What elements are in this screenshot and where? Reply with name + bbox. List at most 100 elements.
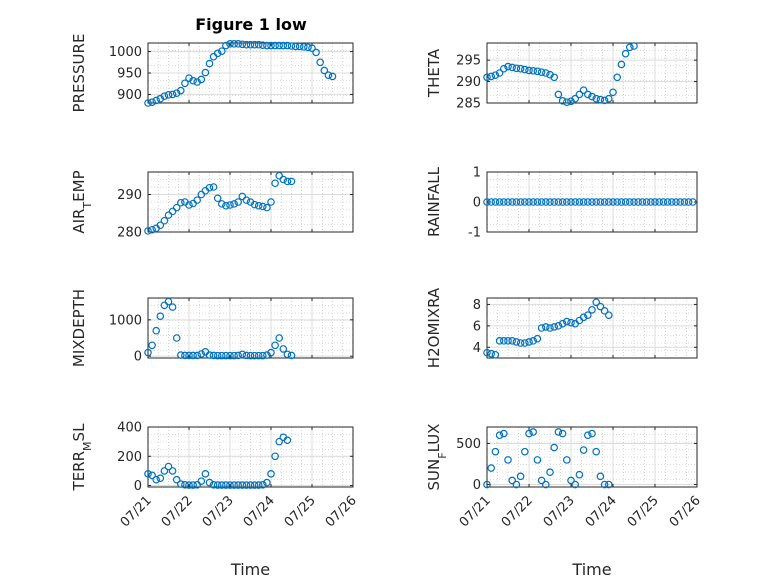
data-point bbox=[508, 337, 517, 345]
data-point bbox=[283, 436, 292, 444]
data-point bbox=[588, 198, 596, 206]
data-point bbox=[275, 41, 284, 50]
data-point bbox=[529, 428, 538, 436]
data-point bbox=[201, 470, 210, 478]
data-point bbox=[583, 431, 592, 440]
data-point bbox=[537, 476, 546, 485]
data-point bbox=[617, 198, 626, 206]
data-point bbox=[209, 481, 218, 489]
data-point bbox=[495, 431, 504, 440]
data-point bbox=[234, 481, 243, 489]
data-point bbox=[592, 198, 601, 206]
data-point bbox=[651, 198, 659, 206]
data-point bbox=[659, 198, 668, 206]
data-point bbox=[487, 349, 496, 358]
data-point bbox=[600, 480, 609, 489]
data-point bbox=[185, 201, 193, 209]
data-point bbox=[579, 446, 588, 454]
data-point bbox=[226, 40, 234, 48]
data-point bbox=[234, 351, 243, 360]
data-point bbox=[642, 198, 651, 206]
data-point bbox=[516, 339, 525, 347]
data-point bbox=[525, 429, 533, 438]
data-point bbox=[499, 64, 508, 73]
y-tick-label: 295 bbox=[456, 54, 481, 69]
data-point bbox=[320, 66, 329, 75]
data-point bbox=[193, 196, 202, 204]
data-point bbox=[177, 86, 185, 95]
data-point bbox=[558, 319, 567, 328]
data-point bbox=[579, 86, 588, 94]
data-point bbox=[287, 177, 296, 186]
data-point bbox=[562, 456, 571, 464]
y-tick-label: 285 bbox=[456, 97, 481, 112]
data-point bbox=[291, 42, 300, 51]
data-point bbox=[583, 90, 592, 99]
data-point bbox=[499, 198, 508, 206]
data-point bbox=[218, 47, 226, 55]
data-point bbox=[596, 198, 605, 206]
data-point bbox=[177, 351, 185, 359]
data-point bbox=[185, 481, 193, 489]
data-point bbox=[541, 323, 550, 331]
data-point bbox=[230, 40, 238, 48]
data-point bbox=[558, 429, 567, 438]
data-point bbox=[508, 198, 517, 206]
y-tick-label: 4 bbox=[473, 341, 481, 356]
y-tick-label: -1 bbox=[468, 226, 481, 241]
data-point bbox=[512, 480, 521, 489]
data-point bbox=[529, 337, 538, 345]
data-point bbox=[144, 99, 152, 107]
data-point bbox=[263, 41, 271, 50]
data-point bbox=[525, 198, 533, 206]
data-point bbox=[213, 194, 222, 203]
data-point bbox=[172, 475, 181, 484]
data-point bbox=[193, 351, 202, 360]
data-point bbox=[625, 198, 634, 206]
axes-box bbox=[486, 42, 698, 104]
y-axis-label: RAINFALL bbox=[425, 166, 443, 237]
data-point bbox=[567, 198, 575, 206]
data-point bbox=[283, 350, 292, 359]
data-point bbox=[230, 351, 238, 360]
data-point bbox=[271, 452, 279, 461]
data-point bbox=[148, 341, 156, 350]
data-point bbox=[324, 71, 333, 79]
data-point bbox=[680, 198, 689, 206]
data-point bbox=[550, 73, 559, 82]
data-point bbox=[588, 429, 596, 438]
data-point bbox=[181, 351, 189, 360]
data-point bbox=[238, 350, 247, 359]
data-point bbox=[209, 351, 218, 360]
data-point bbox=[213, 351, 222, 360]
data-point bbox=[562, 98, 571, 106]
data-point bbox=[520, 447, 529, 456]
data-point bbox=[148, 225, 156, 234]
data-point bbox=[609, 198, 617, 206]
data-point bbox=[201, 68, 210, 77]
data-point bbox=[144, 227, 152, 235]
data-point bbox=[495, 198, 504, 206]
data-point bbox=[604, 480, 613, 489]
data-point bbox=[242, 481, 251, 489]
data-point bbox=[197, 350, 206, 358]
data-point bbox=[181, 79, 189, 88]
data-point bbox=[562, 198, 571, 206]
data-point bbox=[197, 190, 206, 199]
data-point bbox=[533, 456, 542, 464]
data-point bbox=[508, 476, 517, 485]
y-axis-label: PRESSURE bbox=[70, 34, 88, 113]
data-point bbox=[258, 41, 267, 49]
data-point bbox=[554, 198, 563, 206]
data-point bbox=[263, 203, 271, 212]
data-point bbox=[222, 481, 230, 489]
data-point bbox=[588, 92, 596, 101]
data-point bbox=[283, 41, 292, 50]
data-point bbox=[152, 326, 161, 335]
y-tick-label: 400 bbox=[117, 421, 142, 436]
x-axis-label: Time bbox=[571, 560, 611, 579]
data-point bbox=[181, 481, 189, 489]
data-point bbox=[275, 334, 284, 342]
data-point bbox=[558, 97, 567, 105]
